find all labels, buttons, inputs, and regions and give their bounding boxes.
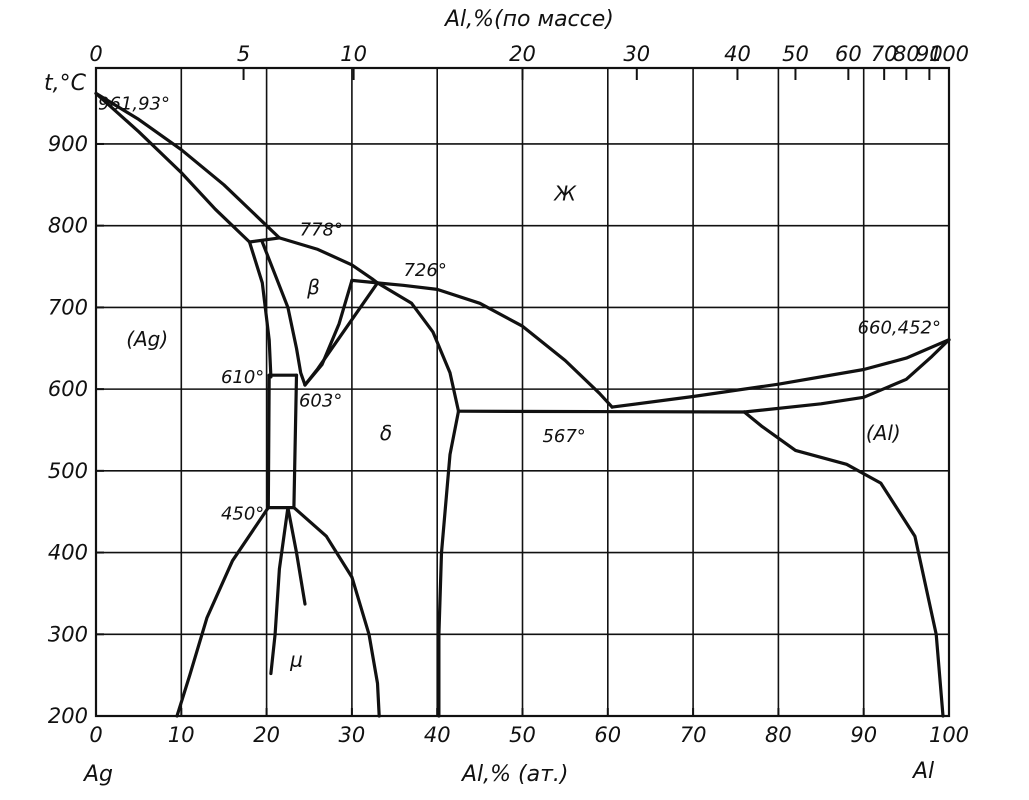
top-tick-label: 20: [509, 42, 536, 66]
y-tick-label: 400: [48, 541, 88, 565]
curve-beta-left: [260, 240, 307, 387]
y-axis-title: t,°C: [44, 71, 87, 96]
bottom-tick-label: 50: [509, 723, 536, 747]
y-tick-label: 900: [48, 132, 88, 156]
y-tick-label: 700: [48, 295, 88, 319]
bottom-tick-label: 40: [424, 723, 451, 747]
top-tick-label: 80: [893, 42, 920, 66]
top-tick-label: 40: [724, 42, 751, 66]
bottom-tick-label: 100: [929, 723, 969, 747]
curve-eutectic-567: [456, 409, 746, 414]
temperature-label: 603°: [299, 391, 342, 412]
temperature-label: 961,93°: [98, 93, 170, 114]
phase-label: β: [306, 275, 320, 299]
phase-label: Ж: [552, 182, 577, 206]
top-tick-label: 0: [89, 42, 102, 66]
bottom-tick-label: 0: [89, 723, 102, 747]
curve-mu-center-right: [286, 506, 307, 606]
curve-liquidus-beta: [277, 236, 380, 285]
bottom-tick-label: 80: [765, 723, 792, 747]
curve-liquidus-ag: [94, 91, 281, 240]
right-end-label: Al: [911, 759, 934, 784]
temperature-label: 610°: [221, 367, 264, 388]
bottom-tick-label: 70: [680, 723, 707, 747]
curve-mu-right: [292, 506, 381, 718]
top-tick-label: 60: [835, 42, 862, 66]
curve-al-solvus: [742, 410, 945, 718]
curve-mu-center-left: [269, 506, 290, 676]
curve-solvus-ag: [247, 240, 273, 379]
ticks-layer: [95, 68, 950, 717]
grid-lines: [96, 68, 949, 716]
temperature-label: 726°: [403, 260, 446, 281]
left-end-label: Ag: [82, 762, 113, 787]
temperature-label: 567°: [542, 426, 585, 447]
bottom-tick-label: 90: [850, 723, 877, 747]
phase-label: μ: [289, 647, 303, 671]
top-axis-title: Al,%(по массе): [443, 7, 614, 32]
phase-label: (Al): [866, 421, 901, 445]
bottom-tick-label: 60: [594, 723, 621, 747]
labels-layer: 0 10 20 30 40 50 60 70 80 90 100200300400500600700…: [48, 42, 969, 747]
y-tick-label: 500: [48, 459, 88, 483]
y-tick-label: 300: [48, 622, 88, 646]
curve-liquidus-al: [610, 338, 951, 409]
curve-peritectic-726: [350, 278, 380, 285]
top-tick-label: 70: [871, 42, 898, 66]
curve-liquidus-delta: [375, 281, 614, 409]
curve-peritectic-778: [247, 236, 281, 244]
bottom-axis-title: Al,% (ат.): [460, 762, 569, 787]
curve-zeta-right: [292, 373, 299, 510]
phase-label: (Ag): [126, 327, 168, 351]
curve-beta-delta: [303, 281, 380, 387]
top-tick-label: 100: [929, 42, 969, 66]
curve-solidus-al: [742, 338, 951, 414]
temperature-label: 660,452°: [858, 318, 941, 339]
temperature-label: 450°: [221, 504, 264, 525]
bottom-tick-label: 20: [253, 723, 280, 747]
phase-label: δ: [380, 421, 392, 445]
bottom-tick-label: 30: [339, 723, 366, 747]
curve-solidus-ag: [94, 91, 252, 244]
top-tick-label: 50: [782, 42, 809, 66]
top-tick-label: 10: [340, 42, 367, 66]
curve-ag-solvus-low: [175, 506, 270, 718]
top-tick-label: 90: [916, 42, 943, 66]
y-tick-label: 200: [48, 704, 88, 728]
top-tick-label: 30: [623, 42, 650, 66]
temperature-label: 778°: [300, 220, 343, 241]
y-tick-label: 600: [48, 377, 88, 401]
bottom-tick-label: 10: [168, 723, 195, 747]
curve-delta-right-low: [437, 409, 461, 718]
top-tick-label: 5: [237, 42, 250, 66]
curve-zeta-left: [266, 373, 271, 510]
curves-layer: [94, 91, 951, 718]
curve-delta-right: [375, 281, 461, 413]
y-tick-label: 800: [48, 214, 88, 238]
